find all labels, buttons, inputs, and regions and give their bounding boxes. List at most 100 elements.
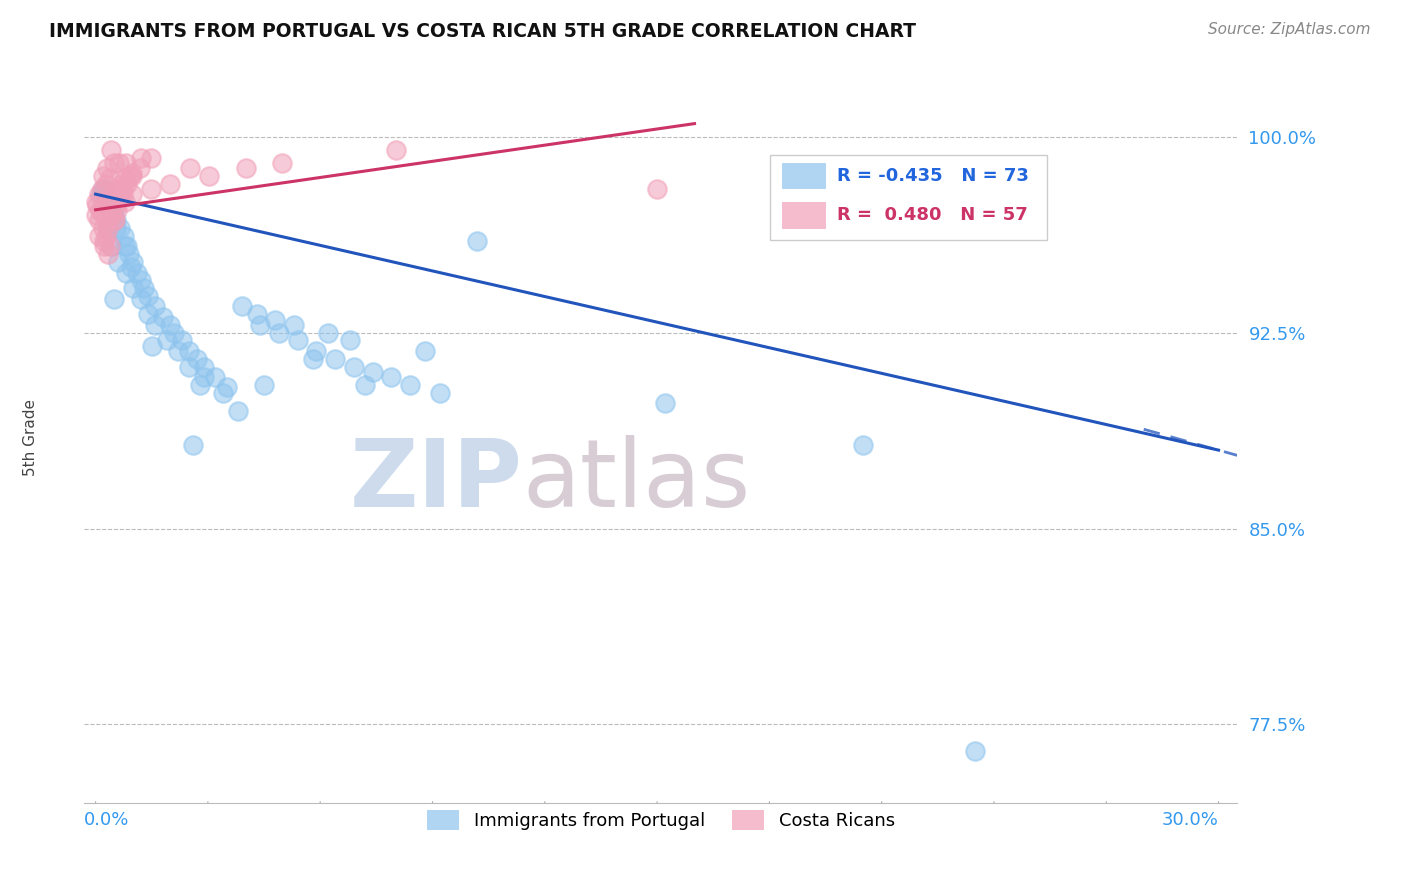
- Point: [654, 396, 676, 410]
- Point: [121, 169, 143, 183]
- Point: [179, 343, 201, 358]
- Point: [101, 208, 124, 222]
- Point: [249, 318, 271, 332]
- Point: [134, 281, 156, 295]
- Point: [87, 187, 110, 202]
- Point: [111, 187, 134, 202]
- Point: [152, 310, 174, 324]
- Point: [361, 365, 384, 379]
- Point: [170, 334, 193, 348]
- Point: [114, 194, 136, 209]
- Point: [193, 359, 215, 374]
- FancyBboxPatch shape: [782, 163, 825, 189]
- Point: [122, 281, 145, 295]
- Point: [112, 228, 135, 243]
- Point: [245, 307, 267, 321]
- Point: [115, 177, 138, 191]
- Point: [179, 359, 201, 374]
- Point: [139, 182, 162, 196]
- Point: [316, 326, 339, 340]
- Point: [467, 234, 489, 248]
- Text: ZIP: ZIP: [350, 435, 523, 527]
- Point: [100, 143, 122, 157]
- Point: [429, 385, 451, 400]
- Point: [97, 213, 120, 227]
- Point: [181, 438, 204, 452]
- Point: [380, 370, 402, 384]
- Point: [84, 194, 107, 209]
- Text: IMMIGRANTS FROM PORTUGAL VS COSTA RICAN 5TH GRADE CORRELATION CHART: IMMIGRANTS FROM PORTUGAL VS COSTA RICAN …: [49, 22, 917, 41]
- Point: [301, 351, 323, 366]
- Point: [186, 351, 208, 366]
- Point: [136, 289, 159, 303]
- Point: [90, 205, 112, 219]
- Point: [190, 377, 212, 392]
- Point: [215, 380, 238, 394]
- Point: [103, 213, 125, 227]
- Point: [159, 177, 181, 191]
- Point: [97, 221, 120, 235]
- Point: [283, 318, 305, 332]
- Text: 0.0%: 0.0%: [84, 811, 129, 829]
- Point: [97, 247, 120, 261]
- Point: [103, 208, 125, 222]
- Text: 30.0%: 30.0%: [1161, 811, 1219, 829]
- Point: [167, 343, 190, 358]
- Point: [100, 202, 122, 217]
- Point: [110, 177, 132, 191]
- Point: [114, 266, 136, 280]
- Point: [385, 143, 408, 157]
- Point: [103, 292, 125, 306]
- Point: [89, 213, 111, 227]
- Point: [323, 351, 346, 366]
- Point: [91, 182, 114, 196]
- Point: [104, 213, 127, 227]
- Point: [287, 334, 309, 348]
- Point: [94, 228, 117, 243]
- Point: [114, 171, 136, 186]
- Point: [267, 326, 290, 340]
- Point: [212, 385, 235, 400]
- Point: [129, 273, 152, 287]
- Point: [145, 300, 167, 314]
- FancyBboxPatch shape: [770, 155, 1047, 240]
- Point: [86, 208, 108, 222]
- FancyBboxPatch shape: [782, 202, 825, 228]
- Point: [118, 247, 141, 261]
- Point: [197, 169, 219, 183]
- Point: [103, 187, 125, 202]
- Point: [121, 166, 143, 180]
- Point: [339, 334, 361, 348]
- Point: [105, 213, 128, 227]
- Point: [343, 359, 366, 374]
- Point: [226, 404, 249, 418]
- Point: [89, 228, 111, 243]
- Point: [98, 202, 121, 217]
- Point: [129, 151, 152, 165]
- Point: [93, 208, 115, 222]
- Point: [105, 182, 128, 196]
- Point: [235, 161, 257, 175]
- Point: [108, 190, 131, 204]
- Point: [128, 161, 150, 175]
- Point: [94, 182, 117, 196]
- Point: [271, 155, 294, 169]
- Point: [94, 177, 117, 191]
- Point: [96, 161, 118, 175]
- Point: [118, 169, 141, 183]
- Text: R = -0.435   N = 73: R = -0.435 N = 73: [837, 167, 1029, 185]
- Point: [122, 255, 145, 269]
- Point: [413, 343, 436, 358]
- Point: [120, 260, 142, 275]
- Point: [96, 194, 118, 209]
- Point: [204, 370, 226, 384]
- Point: [91, 169, 114, 183]
- Text: R =  0.480   N = 57: R = 0.480 N = 57: [837, 206, 1028, 225]
- Point: [163, 326, 186, 340]
- Point: [141, 338, 163, 352]
- Point: [101, 239, 124, 253]
- Point: [97, 192, 120, 206]
- Point: [852, 438, 875, 452]
- Point: [645, 182, 668, 196]
- Point: [965, 743, 987, 757]
